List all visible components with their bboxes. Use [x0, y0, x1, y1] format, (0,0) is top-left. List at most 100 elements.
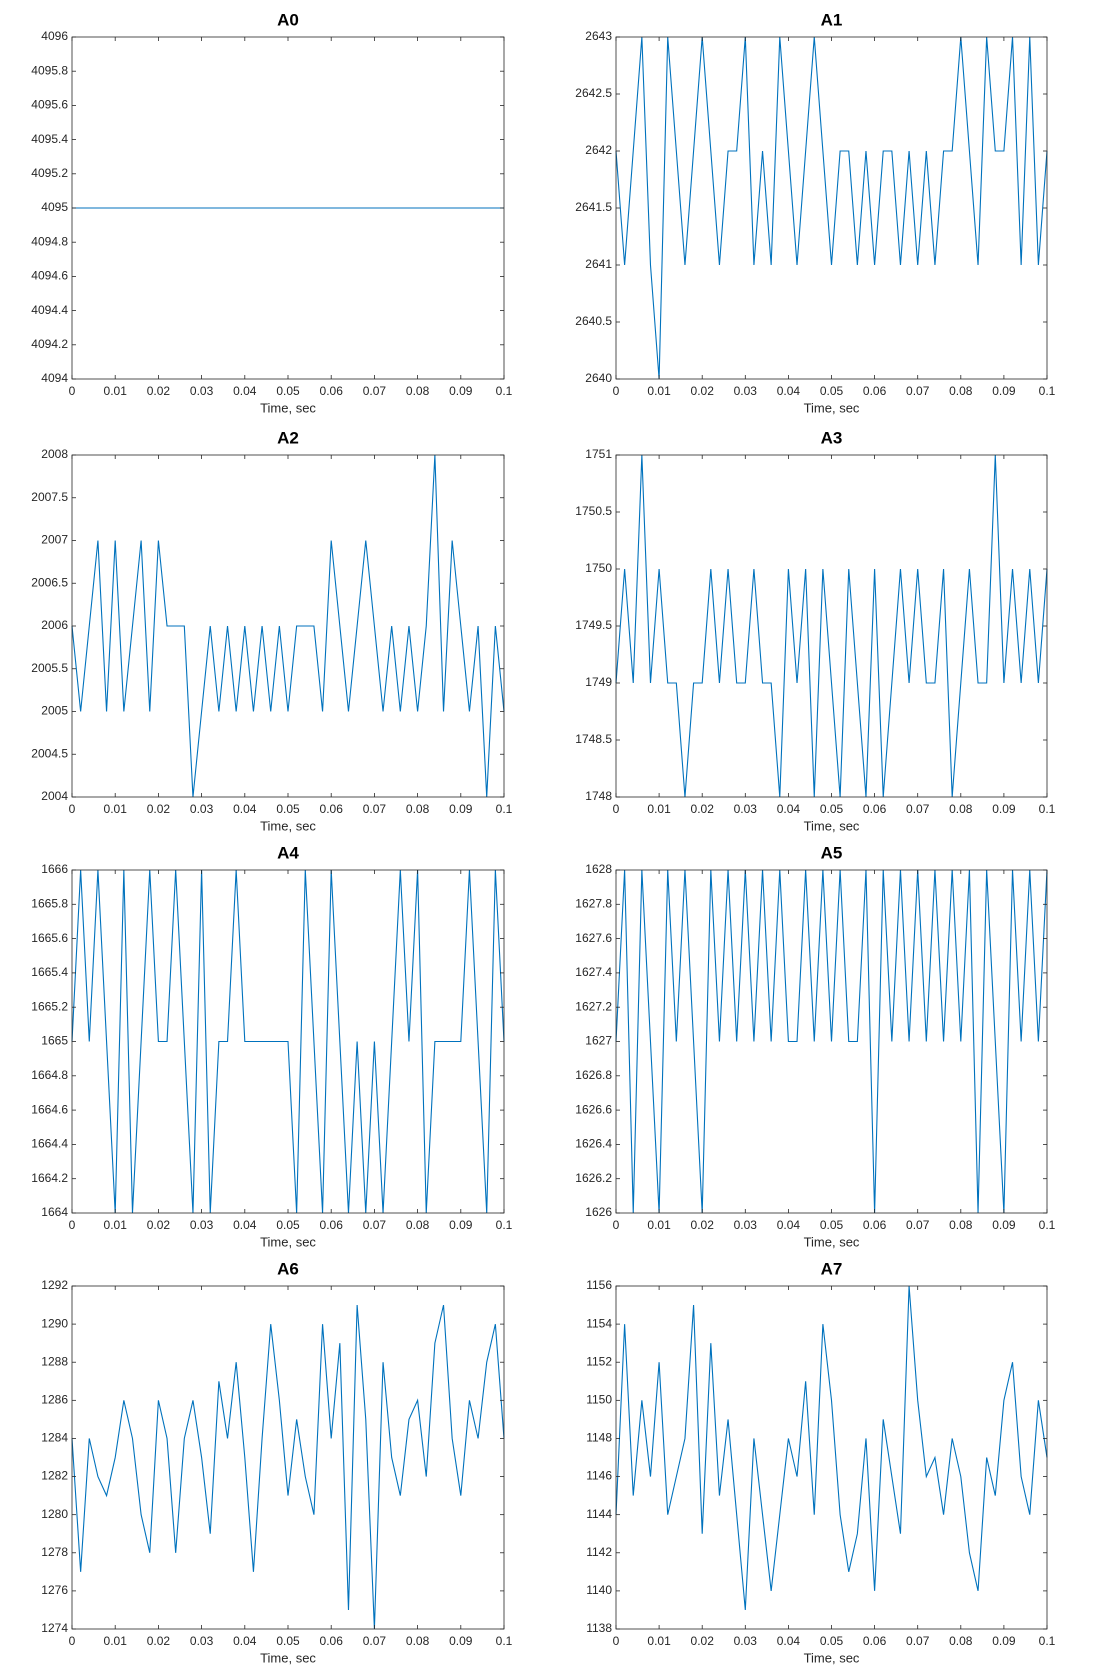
y-tick-label: 2641.5: [575, 200, 612, 214]
plot-area: [616, 455, 1047, 797]
y-tick-label: 1666: [41, 862, 68, 876]
y-tick-label: 4094.4: [31, 303, 68, 317]
x-tick-label: 0.01: [647, 802, 671, 816]
x-tick-label: 0.06: [863, 802, 887, 816]
x-tick-label: 0.07: [363, 802, 387, 816]
y-tick-label: 1664.2: [31, 1171, 68, 1185]
y-tick-label: 1665.2: [31, 999, 68, 1013]
chart-title: A4: [277, 843, 299, 862]
x-tick-label: 0.05: [820, 384, 844, 398]
x-tick-label: 0.1: [496, 1634, 513, 1648]
y-tick-label: 1148: [586, 1431, 612, 1445]
data-line: [615, 1285, 1048, 1610]
y-tick-label: 2006.5: [31, 575, 68, 589]
x-tick-label: 0.03: [734, 802, 758, 816]
chart-title: A2: [277, 428, 299, 447]
x-tick-label: 0.05: [276, 1218, 300, 1232]
x-tick-label: 0.03: [190, 384, 214, 398]
y-tick-label: 1749: [585, 675, 612, 689]
y-tick-label: 1274: [41, 1621, 68, 1635]
x-axis-label: Time, sec: [804, 1650, 860, 1665]
x-tick-label: 0.07: [363, 384, 387, 398]
x-tick-label: 0: [69, 802, 76, 816]
y-tick-label: 2643: [585, 29, 612, 43]
y-tick-label: 4094.6: [31, 269, 68, 283]
x-tick-label: 0.01: [104, 1634, 128, 1648]
y-tick-label: 4095.6: [31, 98, 68, 112]
x-tick-label: 0.1: [496, 384, 513, 398]
x-tick-label: 0.01: [647, 384, 671, 398]
y-tick-label: 2008: [41, 447, 68, 461]
y-tick-label: 1150: [586, 1393, 612, 1407]
y-tick-label: 1626.6: [575, 1102, 612, 1116]
y-tick-label: 2005: [41, 704, 68, 718]
plot-area: [72, 455, 504, 797]
y-tick-label: 1664: [41, 1205, 68, 1219]
x-tick-label: 0.07: [906, 384, 930, 398]
x-tick-label: 0.01: [104, 1218, 128, 1232]
y-tick-label: 1142: [586, 1545, 612, 1559]
y-tick-label: 1665: [41, 1034, 68, 1048]
y-tick-label: 1626.8: [575, 1068, 612, 1082]
y-tick-label: 4095.8: [31, 63, 68, 77]
plot-area: [616, 37, 1047, 379]
y-tick-label: 4094.8: [31, 234, 68, 248]
x-tick-label: 0.05: [276, 1634, 300, 1648]
x-tick-label: 0.09: [992, 802, 1016, 816]
x-tick-label: 0.07: [363, 1218, 387, 1232]
y-tick-label: 1282: [41, 1469, 68, 1483]
x-tick-label: 0.03: [734, 1634, 758, 1648]
plot-area: [72, 1286, 504, 1629]
y-tick-label: 1665.4: [31, 965, 68, 979]
chart-title: A3: [821, 428, 843, 447]
y-tick-label: 1152: [586, 1354, 612, 1368]
data-line: [71, 1304, 505, 1630]
x-tick-label: 0.01: [104, 384, 128, 398]
y-tick-label: 2006: [41, 618, 68, 632]
x-axis-label: Time, sec: [260, 1234, 316, 1249]
x-tick-label: 0.02: [691, 802, 715, 816]
y-tick-label: 2641: [585, 257, 612, 271]
x-tick-label: 0.02: [691, 384, 715, 398]
x-tick-label: 0.04: [777, 802, 801, 816]
y-tick-label: 1626: [585, 1205, 612, 1219]
x-tick-label: 0.08: [406, 384, 430, 398]
y-tick-label: 1750: [585, 561, 612, 575]
x-tick-label: 0.02: [147, 1218, 171, 1232]
y-tick-label: 1748: [585, 789, 612, 803]
x-tick-label: 0.07: [906, 1634, 930, 1648]
y-tick-label: 1290: [41, 1316, 68, 1330]
y-tick-label: 1280: [41, 1507, 68, 1521]
y-tick-label: 1750.5: [575, 504, 612, 518]
data-line: [71, 454, 505, 798]
y-tick-label: 1146: [586, 1469, 612, 1483]
x-tick-label: 0.03: [190, 1218, 214, 1232]
y-tick-label: 1144: [586, 1507, 612, 1521]
y-tick-label: 1138: [586, 1621, 612, 1635]
x-tick-label: 0.1: [1039, 802, 1056, 816]
y-tick-label: 1626.4: [575, 1137, 612, 1151]
x-tick-label: 0.03: [734, 1218, 758, 1232]
y-tick-label: 1292: [41, 1278, 68, 1292]
y-tick-label: 1751: [585, 447, 612, 461]
x-tick-label: 0.04: [777, 1634, 801, 1648]
y-tick-label: 1140: [586, 1583, 612, 1597]
x-tick-label: 0.04: [233, 1218, 257, 1232]
x-tick-label: 0.07: [906, 1218, 930, 1232]
x-tick-label: 0.1: [496, 802, 513, 816]
x-tick-label: 0.01: [104, 802, 128, 816]
chart-title: A1: [821, 10, 843, 29]
x-tick-label: 0: [69, 1218, 76, 1232]
chart-title: A0: [277, 10, 299, 29]
y-tick-label: 1627.4: [575, 965, 612, 979]
y-tick-label: 1156: [586, 1278, 612, 1292]
chart-title: A5: [821, 843, 843, 862]
y-tick-label: 4095.2: [31, 166, 68, 180]
x-axis-label: Time, sec: [804, 1234, 860, 1249]
x-tick-label: 0.08: [949, 384, 973, 398]
plot-area: [616, 1286, 1047, 1629]
x-tick-label: 0.09: [449, 1634, 473, 1648]
x-tick-label: 0.05: [820, 802, 844, 816]
